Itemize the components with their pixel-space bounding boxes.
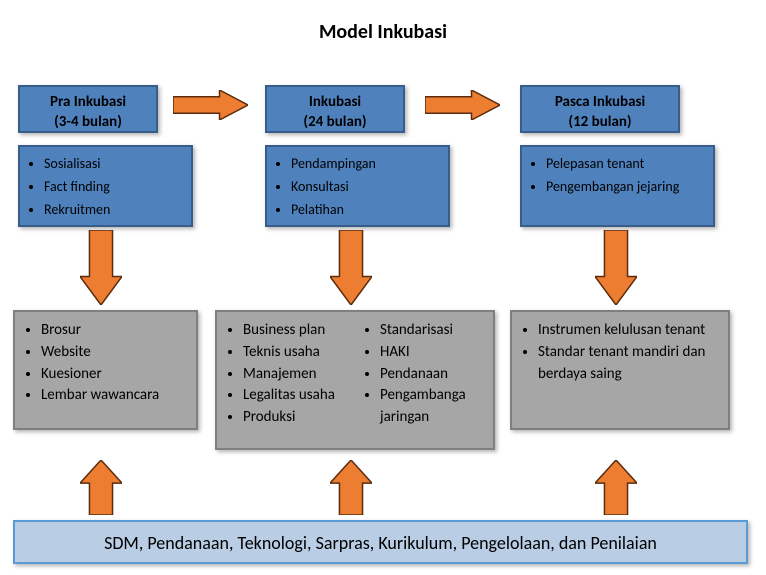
stage-ink-title: Inkubasi — [271, 93, 399, 113]
output-item: Pengambanga jaringan — [380, 385, 489, 429]
output-item: Pendanaan — [380, 364, 489, 386]
stage-pra-title: Pra Inkubasi — [24, 93, 152, 113]
stage-pra-subtitle: (3-4 bulan) — [24, 113, 152, 133]
output-item: HAKI — [380, 342, 489, 364]
stage-ink-subtitle: (24 bulan) — [271, 113, 399, 133]
output-item: Business plan — [243, 320, 352, 342]
arrow-right-icon — [425, 90, 500, 120]
output-item: Kuesioner — [41, 364, 190, 386]
footer-text: SDM, Pendanaan, Teknologi, Sarpras, Kuri… — [104, 532, 657, 554]
output-item: Produksi — [243, 407, 352, 429]
stage-ink-activities: PendampinganKonsultasiPelatihan — [265, 145, 450, 227]
activity-item: Rekruitmen — [44, 199, 185, 220]
activity-item: Pengembangan jejaring — [546, 176, 707, 197]
output-item: Brosur — [41, 320, 190, 342]
output-item: Manajemen — [243, 364, 352, 386]
output-item: Legalitas usaha — [243, 385, 352, 407]
stage-pra-outputs: BrosurWebsiteKuesionerLembar wawancara — [13, 310, 198, 430]
stage-pasca-subtitle: (12 bulan) — [526, 113, 674, 133]
activity-item: Pendampingan — [291, 153, 442, 174]
arrow-down-icon — [80, 230, 122, 305]
arrow-up-icon — [330, 460, 372, 515]
stage-ink-header: Inkubasi (24 bulan) — [265, 85, 405, 133]
stage-pasca-title: Pasca Inkubasi — [526, 93, 674, 113]
stage-pra-header: Pra Inkubasi (3-4 bulan) — [18, 85, 158, 133]
stage-pasca-activities: Pelepasan tenantPengembangan jejaring — [520, 145, 715, 227]
arrow-up-icon — [80, 460, 122, 515]
output-item: Instrumen kelulusan tenant — [538, 320, 722, 342]
output-item: Website — [41, 342, 190, 364]
activity-item: Sosialisasi — [44, 153, 185, 174]
activity-item: Pelatihan — [291, 199, 442, 220]
arrow-up-icon — [595, 460, 637, 515]
output-item: Standar tenant mandiri dan berdaya saing — [538, 342, 722, 386]
diagram-title: Model Inkubasi — [0, 20, 766, 44]
output-item: Teknis usaha — [243, 342, 352, 364]
stage-pra-activities: SosialisasiFact findingRekruitmen — [18, 145, 193, 227]
stage-pasca-header: Pasca Inkubasi (12 bulan) — [520, 85, 680, 133]
arrow-right-icon — [173, 90, 248, 120]
arrow-down-icon — [595, 230, 637, 305]
footer-bar: SDM, Pendanaan, Teknologi, Sarpras, Kuri… — [13, 520, 748, 564]
stage-ink-outputs: Business planTeknis usahaManajemenLegali… — [215, 310, 495, 450]
stage-pasca-outputs: Instrumen kelulusan tenantStandar tenant… — [510, 310, 730, 430]
output-item: Lembar wawancara — [41, 385, 190, 407]
output-item: Standarisasi — [380, 320, 489, 342]
activity-item: Pelepasan tenant — [546, 153, 707, 174]
arrow-down-icon — [330, 230, 372, 305]
activity-item: Fact finding — [44, 176, 185, 197]
activity-item: Konsultasi — [291, 176, 442, 197]
